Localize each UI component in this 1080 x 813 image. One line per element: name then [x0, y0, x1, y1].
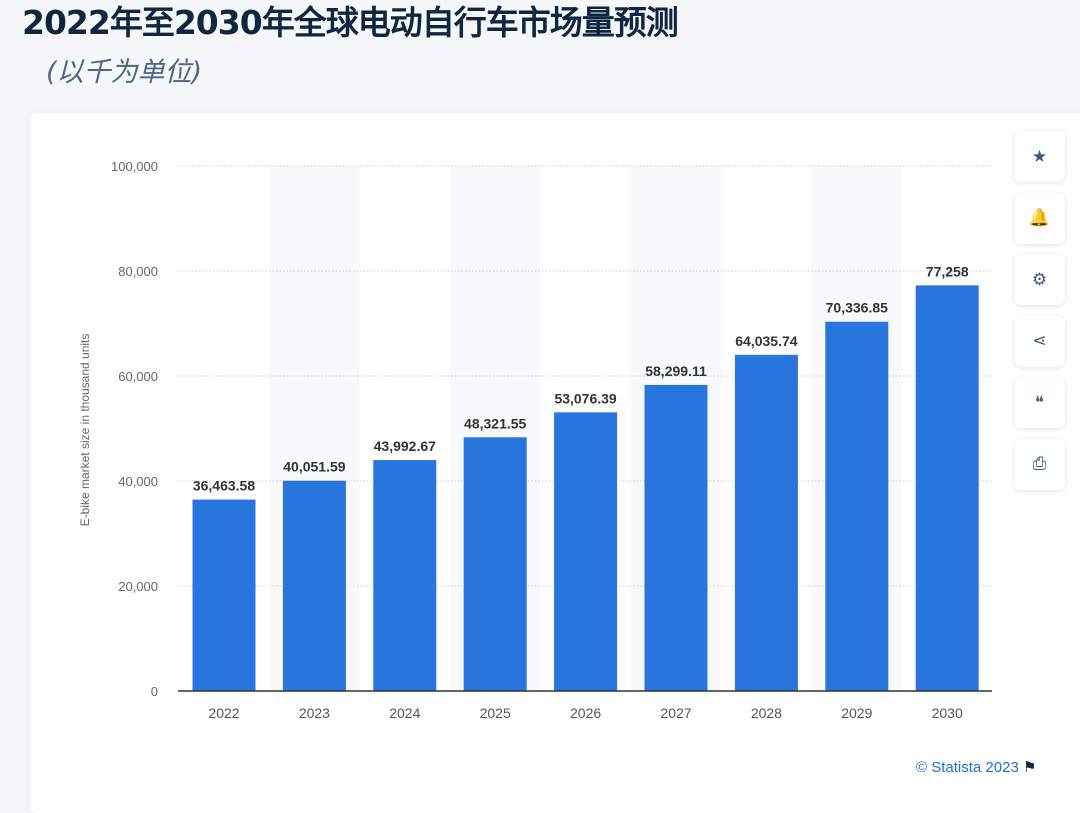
- y-tick-label: 20,000: [118, 579, 158, 594]
- data-label: 40,051.59: [283, 459, 345, 475]
- bar: [373, 460, 437, 691]
- x-tick-label: 2025: [480, 705, 511, 721]
- y-tick-label: 60,000: [118, 369, 158, 384]
- y-tick-label: 80,000: [118, 264, 158, 279]
- data-label: 77,258: [926, 263, 969, 279]
- x-tick-label: 2030: [932, 705, 963, 721]
- credit-text: © Statista 2023: [916, 759, 1019, 776]
- x-tick-label: 2029: [841, 705, 872, 721]
- bar: [463, 437, 527, 691]
- page-title: 2022年至2030年全球电动自行车市场量预测: [22, 3, 679, 42]
- data-label: 70,336.85: [826, 300, 888, 316]
- page-subtitle: (以千为单位): [46, 57, 203, 88]
- data-label: 64,035.74: [735, 333, 797, 349]
- y-tick-label: 0: [151, 684, 158, 699]
- x-tick-label: 2024: [389, 705, 420, 721]
- flag-icon: ⚑: [1022, 759, 1037, 776]
- bar: [915, 285, 979, 691]
- bar: [554, 412, 618, 691]
- print-button[interactable]: ⎙: [1014, 438, 1065, 490]
- gear-icon: ⚙: [1031, 269, 1048, 290]
- data-label: 53,076.39: [554, 390, 616, 406]
- x-tick-label: 2023: [299, 705, 330, 721]
- y-axis-label: E-bike market size in thousand units: [78, 334, 92, 527]
- share-button[interactable]: ⋖: [1014, 315, 1065, 367]
- bar-chart: 0 20,000 40,000 60,000 80,000 100,000 E-bike m…: [78, 159, 992, 721]
- bar: [192, 499, 256, 691]
- x-tick-label: 2022: [208, 705, 239, 721]
- x-tick-label: 2027: [660, 705, 691, 721]
- quote-icon: ❝: [1034, 392, 1045, 413]
- bar: [825, 321, 889, 691]
- share-icon: ⋖: [1032, 331, 1047, 351]
- gear-button[interactable]: ⚙: [1014, 254, 1065, 305]
- bar: [644, 384, 708, 691]
- x-tick-label: 2028: [751, 705, 782, 721]
- y-tick-label: 40,000: [118, 474, 158, 489]
- data-label: 43,992.67: [374, 438, 436, 454]
- bar: [734, 354, 798, 691]
- x-tick-label: 2026: [570, 705, 601, 721]
- data-label: 36,463.58: [193, 478, 255, 494]
- star-icon: ★: [1031, 146, 1048, 167]
- bell-button[interactable]: 🔔: [1014, 192, 1065, 244]
- bell-icon: 🔔: [1028, 208, 1051, 228]
- print-icon: ⎙: [1032, 454, 1047, 474]
- y-tick-label: 100,000: [111, 159, 158, 174]
- quote-button[interactable]: ❝: [1014, 377, 1065, 428]
- bar: [282, 480, 346, 691]
- data-label: 48,321.55: [464, 415, 526, 431]
- statista-credit-link[interactable]: © Statista 2023 ⚑: [916, 758, 1036, 776]
- star-button[interactable]: ★: [1014, 131, 1065, 182]
- data-label: 58,299.11: [645, 363, 707, 379]
